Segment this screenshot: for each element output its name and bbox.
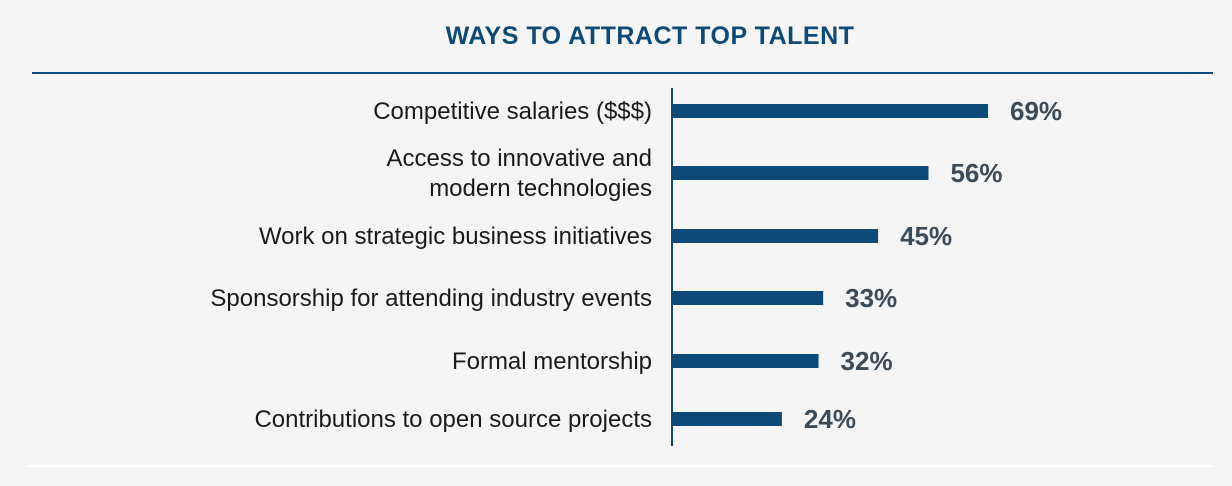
category-label: Sponsorship for attending industry event… (210, 285, 652, 312)
value-label: 69% (1010, 96, 1062, 126)
bottom-divider (28, 465, 1213, 467)
bar (672, 166, 929, 180)
value-label: 24% (804, 404, 856, 434)
bar (672, 412, 782, 426)
chart-title: WAYS TO ATTRACT TOP TALENT (445, 22, 855, 50)
bar (672, 104, 989, 118)
bar (672, 229, 879, 243)
value-label: 33% (845, 283, 897, 313)
category-label: Work on strategic business initiatives (259, 223, 652, 250)
category-label: Contributions to open source projects (254, 406, 652, 433)
value-label: 32% (841, 346, 893, 376)
value-label: 45% (900, 221, 952, 251)
bar (672, 354, 819, 368)
title-divider (32, 72, 1213, 74)
value-label: 56% (950, 158, 1002, 188)
category-label: Access to innovative and modern technolog… (387, 145, 653, 202)
category-label: Competitive salaries ($$$) (373, 98, 652, 125)
category-label: Formal mentorship (452, 348, 652, 375)
bar (672, 291, 824, 305)
